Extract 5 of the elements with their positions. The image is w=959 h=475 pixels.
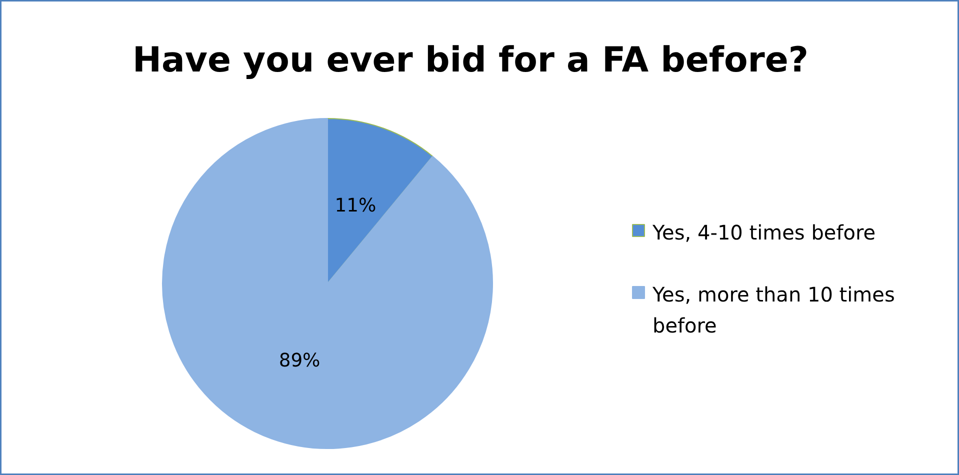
legend-label: Yes, more than 10 times before [652, 282, 895, 338]
legend-label: Yes, 4-10 times before [652, 220, 876, 244]
data-label: 11% [334, 195, 376, 216]
chart-title: Have you ever bid for a FA before? [132, 40, 808, 80]
data-label: 89% [278, 350, 320, 372]
